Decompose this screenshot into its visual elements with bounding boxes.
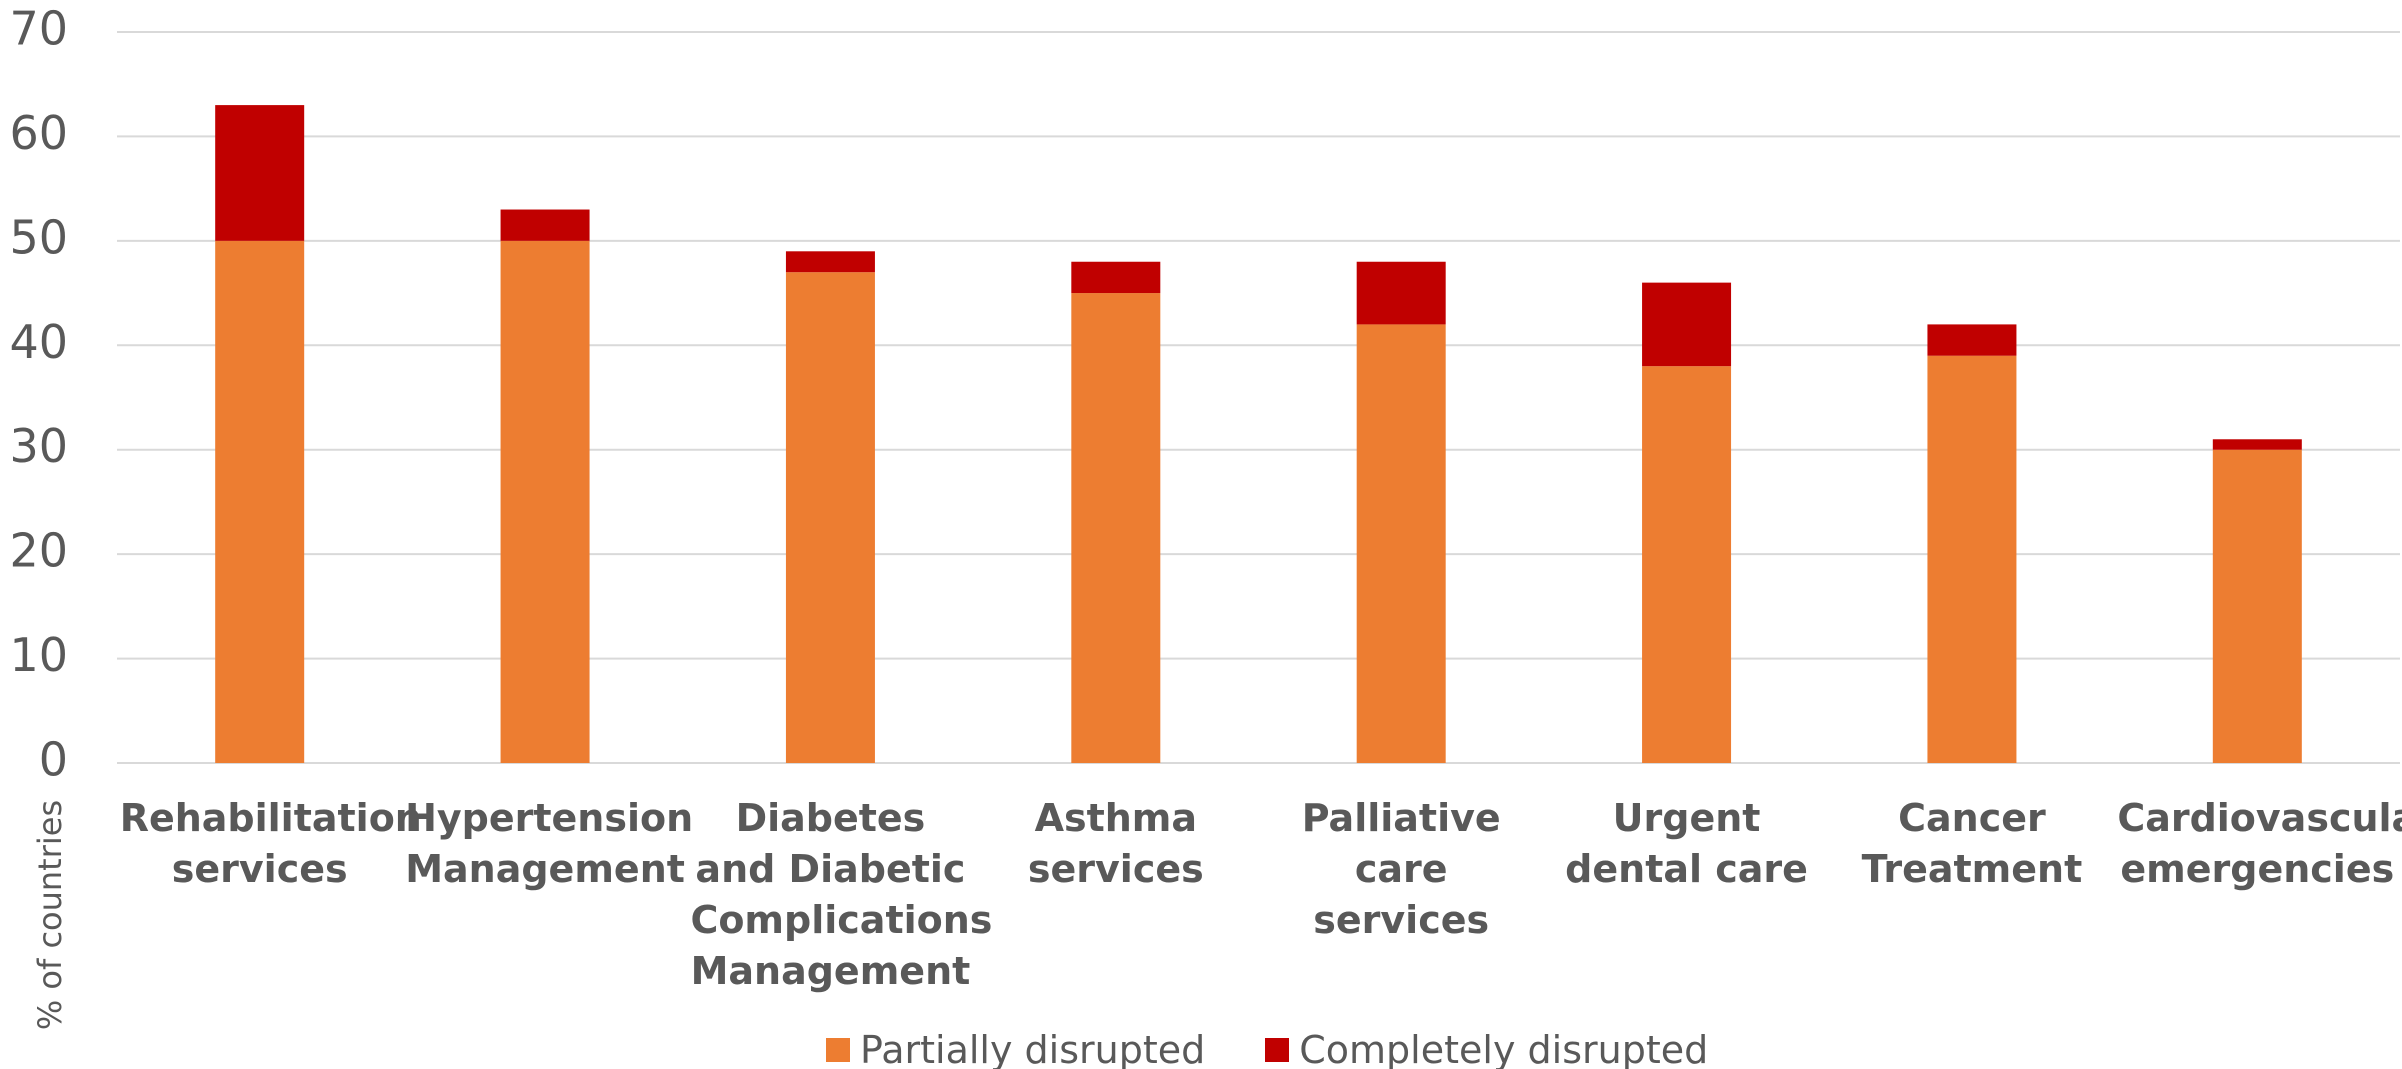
bar-segment — [1071, 261, 1161, 294]
bar-segment — [1927, 324, 2017, 356]
x-tick-label: Hypertension Management — [405, 796, 694, 891]
y-tick-label: 70 — [9, 2, 68, 56]
bar-segment — [1642, 282, 1732, 367]
legend-label: Partially disrupted — [860, 1028, 1206, 1069]
bar-segment — [1071, 293, 1161, 763]
bar-segment — [785, 272, 875, 763]
bar-segment — [500, 240, 590, 763]
x-tick-label: Asthma services — [1027, 796, 1204, 891]
y-tick-label: 20 — [9, 524, 68, 578]
bar-segment — [1356, 324, 1446, 763]
bar-segment — [215, 240, 305, 763]
y-tick-label: 40 — [9, 315, 68, 369]
bar-segment — [500, 209, 590, 241]
bar-segment — [785, 251, 875, 273]
y-tick-label: 0 — [39, 733, 68, 787]
legend-swatch — [1265, 1038, 1290, 1062]
bar-segment — [1642, 366, 1732, 763]
bar-segment — [2212, 439, 2302, 450]
x-tick-label: Palliative care services — [1301, 796, 1501, 942]
bar-segment — [2212, 449, 2302, 763]
bar-segment — [1356, 261, 1446, 325]
x-tick-label: Rehabilitation services — [119, 796, 422, 891]
x-tick-label: Cardiovascular emergencies — [2117, 796, 2402, 891]
x-tick-label: Diabetes and Diabetic Complications Mana… — [690, 796, 993, 993]
y-tick-label: 60 — [9, 106, 68, 160]
y-tick-label: 10 — [9, 628, 68, 682]
y-tick-label: 50 — [9, 210, 68, 264]
legend-swatch — [826, 1038, 850, 1062]
y-tick-label: 30 — [9, 419, 68, 473]
legend-label: Completely disrupted — [1299, 1028, 1709, 1069]
y-axis-label: % of countries — [31, 800, 69, 1030]
x-tick-label: Urgent dental care — [1565, 796, 1808, 891]
legend-item: Partially disrupted — [826, 1028, 1205, 1069]
x-tick-label: Cancer Treatment — [1861, 796, 2083, 891]
bar-segment — [1927, 355, 2017, 763]
legend-item: Completely disrupted — [1265, 1028, 1708, 1069]
bar-segment — [215, 105, 305, 241]
